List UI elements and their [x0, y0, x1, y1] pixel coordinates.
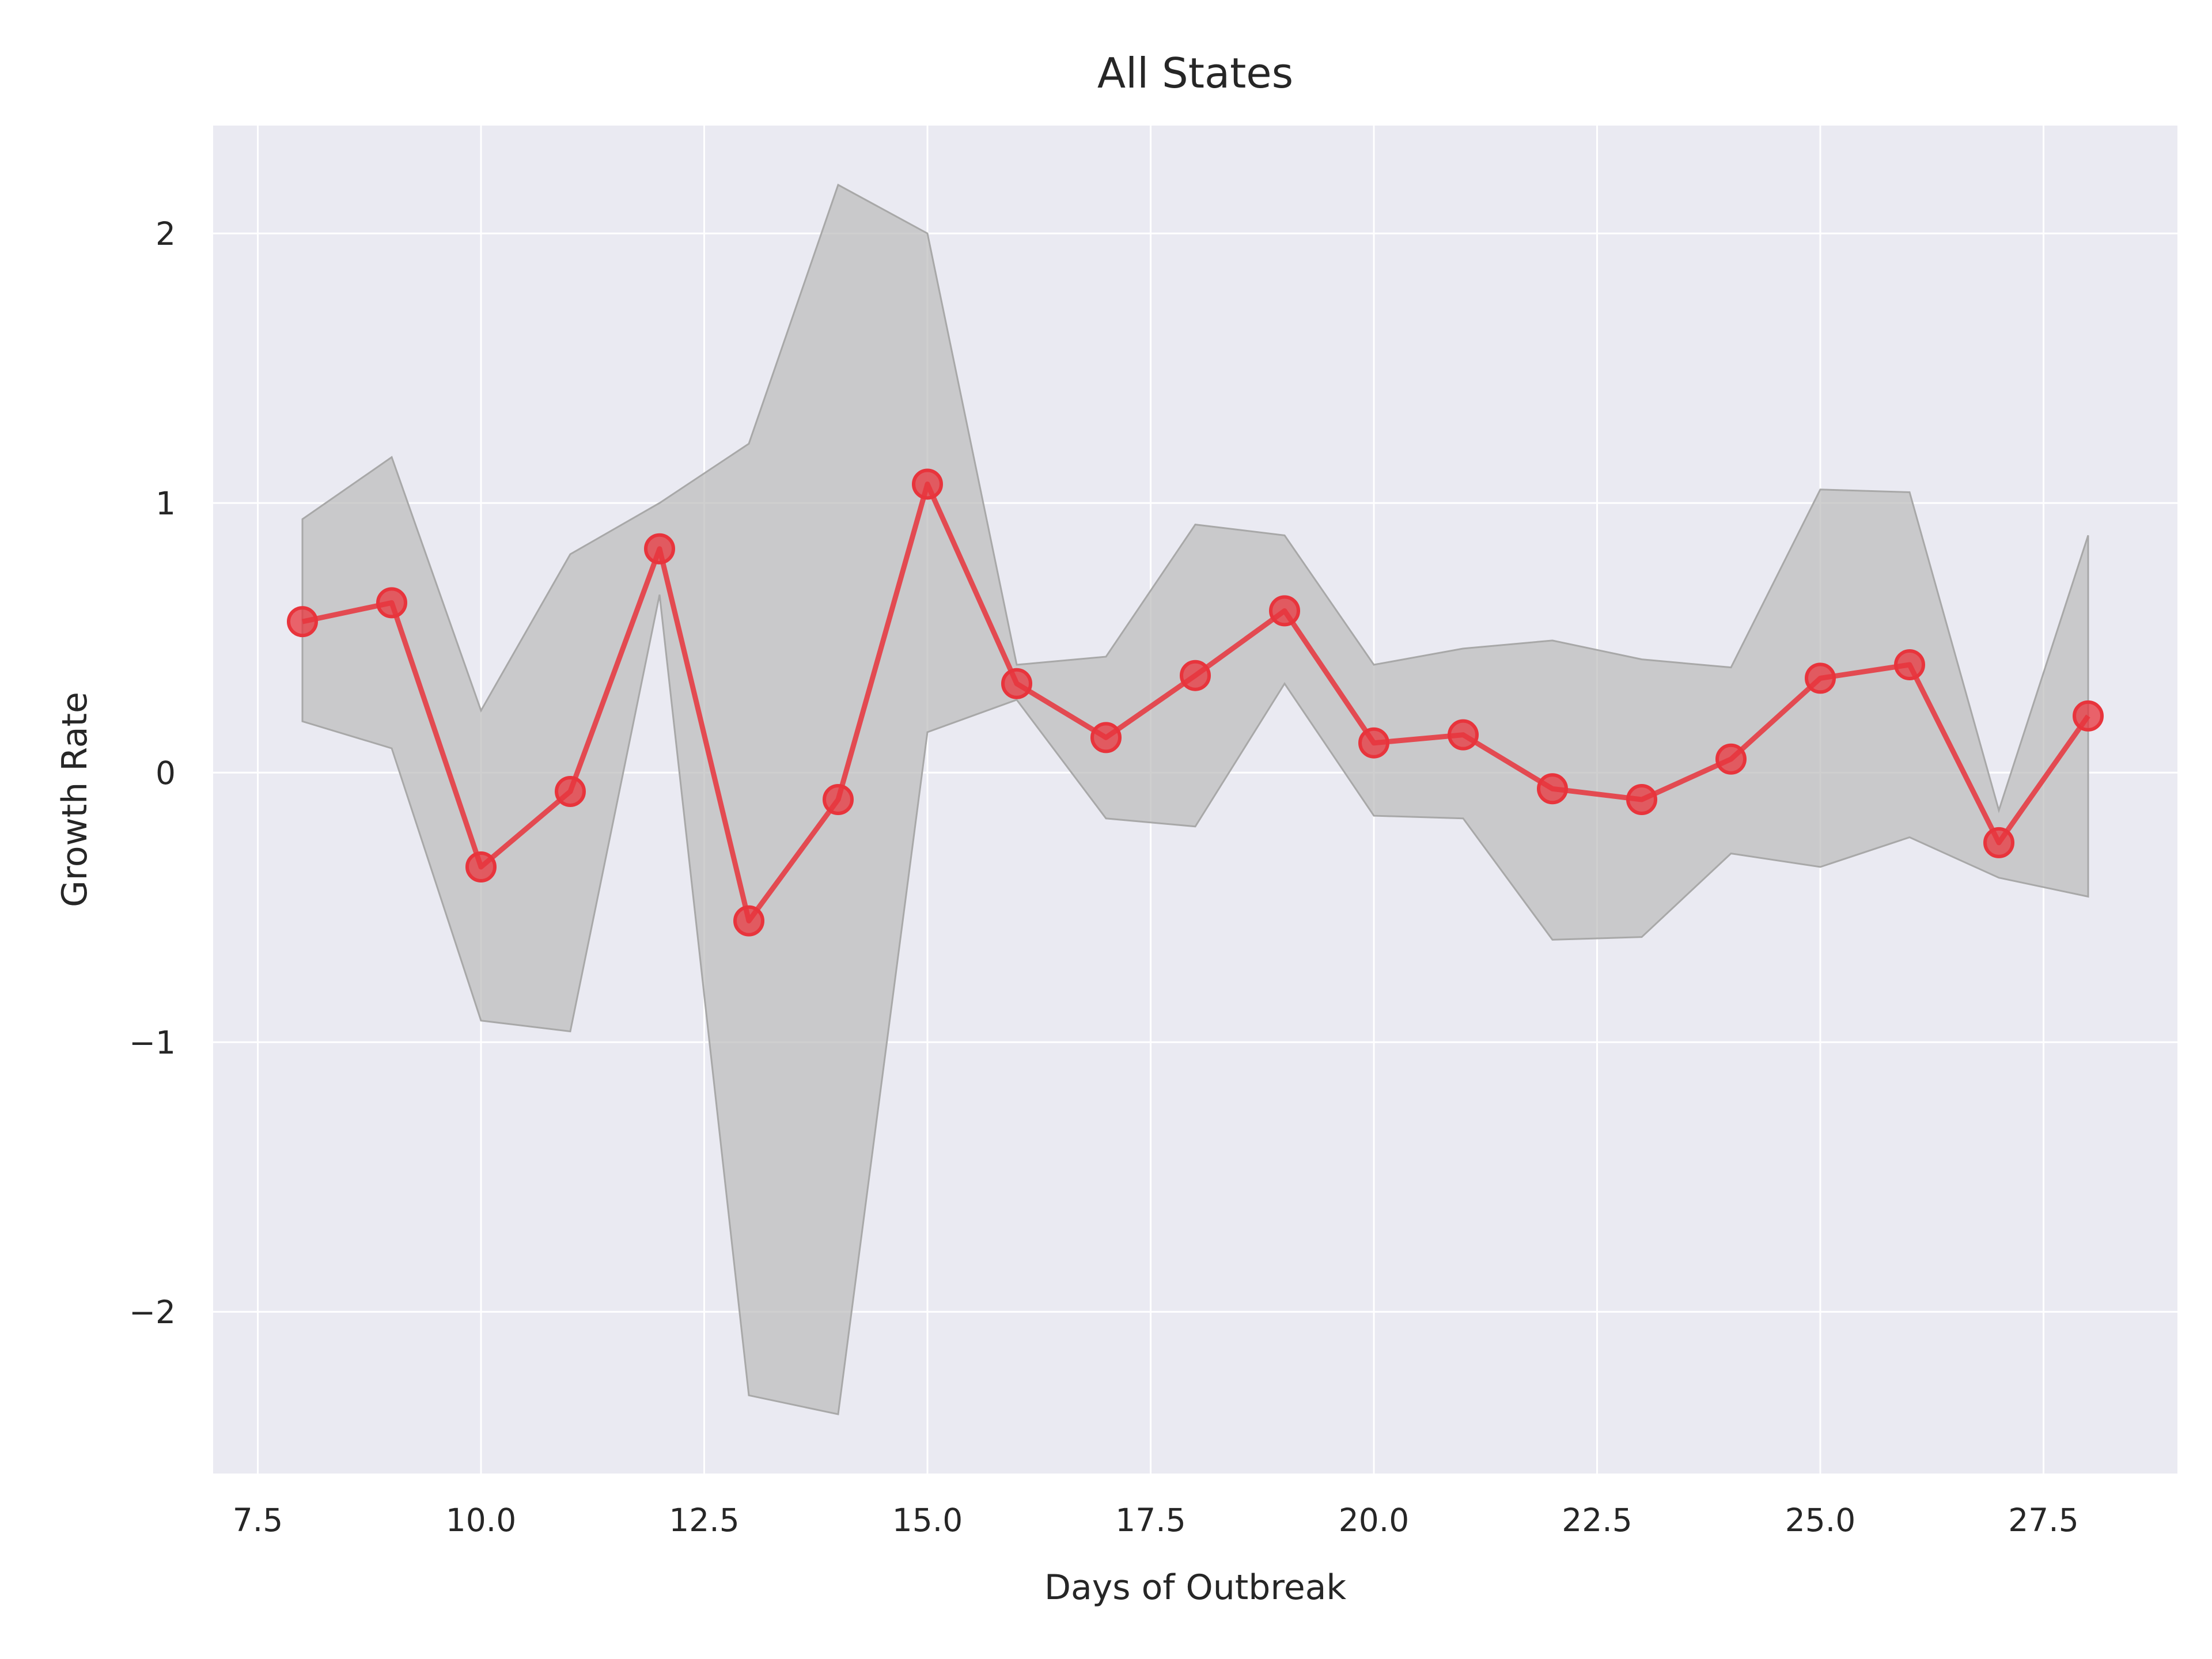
- chart-title: All States: [1097, 49, 1293, 97]
- data-point: [823, 784, 854, 815]
- data-point: [1180, 660, 1211, 691]
- data-point: [376, 587, 407, 619]
- x-tick-label: 15.0: [892, 1502, 963, 1539]
- data-point: [465, 851, 497, 882]
- data-point: [1805, 662, 1836, 694]
- data-point: [555, 775, 586, 807]
- data-point: [2073, 700, 2104, 732]
- y-tick-label: −1: [129, 1024, 176, 1061]
- data-point: [1001, 668, 1032, 699]
- x-tick-labels: 7.5 10.0 12.5 15.0 17.5 20.0 22.5 25.0 27.5: [233, 1502, 2079, 1539]
- data-point: [1090, 722, 1122, 753]
- y-tick-label: 1: [156, 485, 176, 522]
- x-tick-label: 10.0: [446, 1502, 516, 1539]
- data-point: [1715, 743, 1747, 775]
- x-tick-label: 27.5: [2008, 1502, 2078, 1539]
- data-point: [1983, 827, 2014, 858]
- data-point: [912, 468, 943, 500]
- x-tick-label: 17.5: [1115, 1502, 1185, 1539]
- data-point: [1358, 727, 1389, 759]
- data-point: [733, 905, 764, 937]
- uncertainty-band: [301, 183, 2089, 1415]
- x-tick-label: 12.5: [669, 1502, 739, 1539]
- x-tick-label: 7.5: [233, 1502, 283, 1539]
- data-point: [1448, 719, 1479, 751]
- y-axis-title: Growth Rate: [55, 692, 95, 907]
- y-tick-labels: −2 −1 0 1 2: [129, 215, 176, 1331]
- data-point: [644, 533, 675, 565]
- data-points-layer: [287, 468, 2104, 937]
- x-tick-label: 20.0: [1339, 1502, 1409, 1539]
- data-point: [1269, 595, 1300, 627]
- x-axis-title: Days of Outbreak: [1044, 1567, 1347, 1608]
- y-tick-label: 0: [156, 755, 176, 791]
- data-point: [287, 606, 318, 638]
- y-tick-label: −2: [129, 1294, 176, 1331]
- x-tick-label: 22.5: [1562, 1502, 1632, 1539]
- uncertainty-band-layer: [301, 183, 2089, 1415]
- data-point: [1894, 649, 1925, 680]
- data-point: [1626, 784, 1657, 815]
- data-point: [1537, 773, 1568, 805]
- x-tick-label: 25.0: [1785, 1502, 1855, 1539]
- y-tick-label: 2: [156, 215, 176, 252]
